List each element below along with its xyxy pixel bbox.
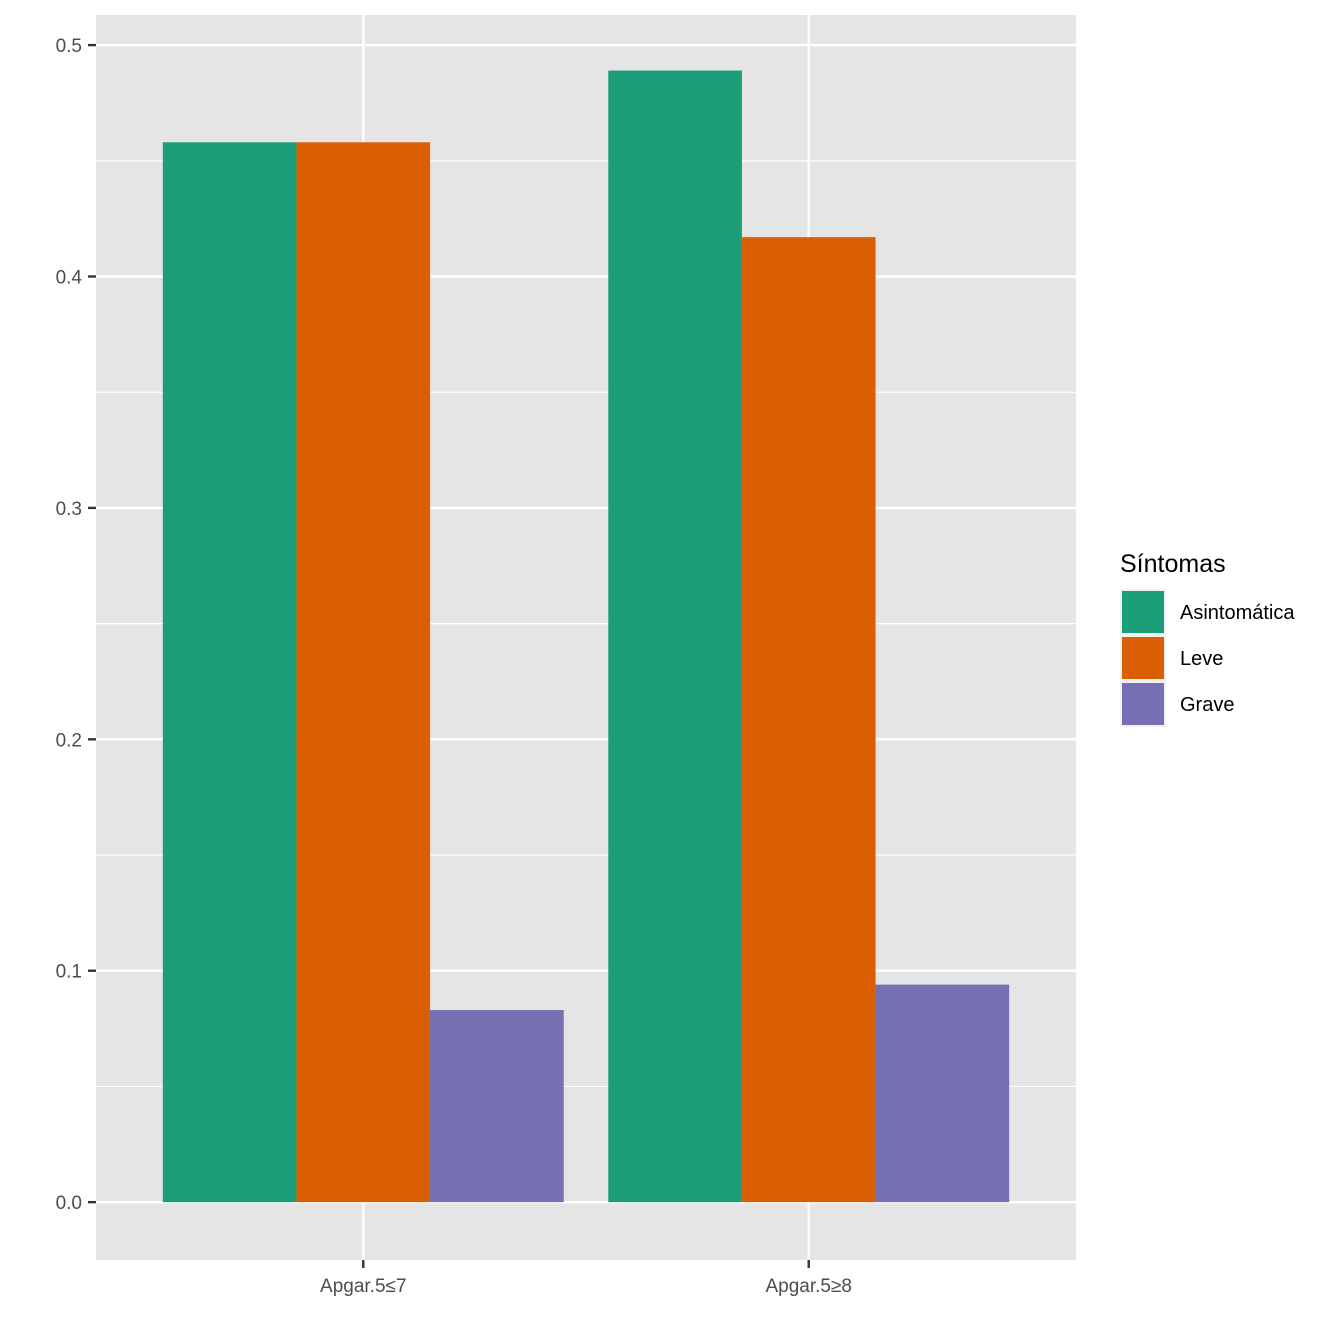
bars (162, 70, 1010, 1203)
y-tick-label: 0.5 (56, 36, 82, 57)
legend-key (1122, 637, 1164, 679)
y-axis: 0.0 0.1 0.2 0.3 0.4 0.5 (56, 36, 96, 1214)
y-tick-label: 0.1 (56, 962, 82, 983)
x-tick-label: Apgar.5≥8 (765, 1276, 852, 1297)
legend-label: Leve (1180, 648, 1223, 670)
legend: Síntomas Asintomática Leve Grave (1120, 550, 1295, 727)
bar (741, 237, 876, 1203)
legend-key (1122, 683, 1164, 725)
legend-label: Asintomática (1180, 602, 1295, 624)
legend-label: Grave (1180, 694, 1234, 716)
y-tick-label: 0.4 (56, 267, 83, 288)
legend-key (1122, 591, 1164, 633)
x-axis: Apgar.5≤7 Apgar.5≥8 (320, 1260, 852, 1297)
bar (162, 142, 297, 1203)
x-tick-label: Apgar.5≤7 (320, 1276, 407, 1297)
bar (608, 70, 742, 1203)
y-tick-label: 0.2 (56, 730, 82, 751)
bar (430, 1010, 564, 1203)
y-tick-label: 0.0 (56, 1193, 82, 1214)
bar (875, 984, 1010, 1203)
y-tick-label: 0.3 (56, 499, 82, 520)
bar (296, 142, 431, 1203)
legend-title: Síntomas (1120, 550, 1226, 578)
